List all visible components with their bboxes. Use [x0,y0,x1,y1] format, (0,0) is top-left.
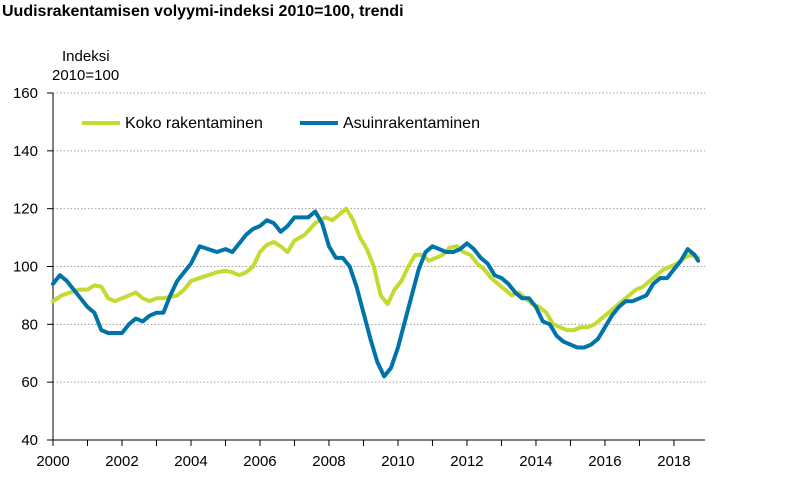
x-tick-label: 2002 [105,453,138,470]
legend: Koko rakentaminen Asuinrakentaminen [82,115,480,132]
y-tick-label: 160 [13,85,38,102]
y-tick-label: 60 [21,374,38,391]
series-line-1 [51,209,701,379]
y-tick-label: 40 [21,432,38,449]
x-tick-label: 2006 [243,453,276,470]
y-tick-label: 140 [13,143,38,160]
y-tick-label: 120 [13,201,38,218]
y-tick-label: 80 [21,316,38,333]
legend-label-1: Asuinrakentaminen [343,115,480,132]
x-tick-label: 2000 [36,453,69,470]
gridlines [53,92,705,383]
x-tick-label: 2010 [381,453,414,470]
chart-title: Uudisrakentamisen volyymi-indeksi 2010=1… [2,3,404,20]
x-tick-label: 2012 [450,453,483,470]
y-axis-label-line2: 2010=100 [52,67,119,84]
y-tick-label: 100 [13,259,38,276]
series-lines [51,206,701,379]
axes: 40 60 80 100 120 140 160 2000 2002 2004 2006 2008 20… [13,85,705,470]
x-tick-label: 2018 [657,453,690,470]
y-axis-label-line1: Indeksi [62,48,110,65]
x-tick-label: 2016 [588,453,621,470]
legend-label-0: Koko rakentaminen [125,115,263,132]
series-line-0 [51,206,701,333]
x-tick-label: 2008 [312,453,345,470]
x-tick-label: 2004 [174,453,207,470]
x-tick-label: 2014 [519,453,552,470]
